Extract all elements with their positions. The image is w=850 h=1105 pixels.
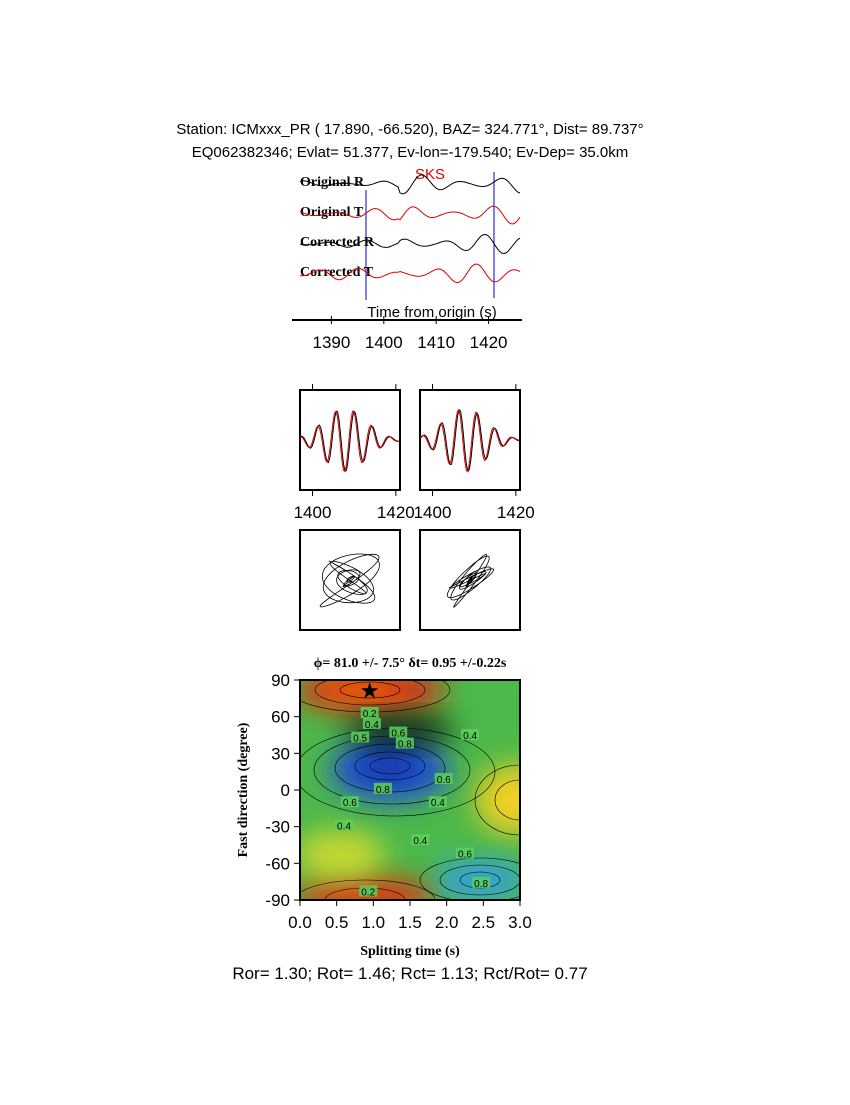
contour-label-box (395, 737, 414, 749)
contour-label-box (351, 731, 370, 743)
panel-frame (299, 389, 401, 491)
x-tick-label: 1420 (497, 503, 535, 522)
x-axis-label: Splitting time (s) (360, 944, 460, 959)
contour-label-box (335, 819, 353, 831)
y-tick-label: -90 (265, 891, 290, 910)
x-tick-label: 1410 (417, 333, 455, 352)
waveform (299, 205, 521, 225)
misfit-surface (300, 680, 520, 900)
phase-label: SKS (415, 166, 445, 183)
x-tick-label: 0.0 (288, 913, 312, 932)
waveform (299, 174, 521, 195)
header-line: Station: ICMxxx_PR ( 17.890, -66.520), B… (176, 121, 643, 138)
waveform (299, 233, 521, 255)
x-tick-label: 1400 (294, 503, 332, 522)
x-tick-label: 2.5 (472, 913, 496, 932)
y-tick-label: 0 (281, 781, 290, 800)
contour-label: 0.2 (361, 887, 375, 898)
contour-label: 0.5 (353, 733, 367, 744)
y-tick-label: 60 (271, 708, 290, 727)
contour-label: 0.6 (437, 775, 451, 786)
contour-label-box (456, 847, 474, 859)
contour-label: 0.4 (337, 821, 351, 832)
best-fit-star (361, 682, 379, 699)
particle-motion (446, 554, 495, 608)
y-tick-label: 30 (271, 744, 290, 763)
contour-label: 0.6 (458, 850, 472, 861)
contour-label: 0.8 (474, 879, 488, 890)
contour-label: 0.4 (365, 720, 379, 731)
x-tick-label: 1390 (313, 333, 351, 352)
contour-label: 0.8 (376, 785, 390, 796)
contour-label-box (389, 726, 408, 738)
grid-title: ϕ= 81.0 +/- 7.5° δt= 0.95 +/-0.22s (314, 656, 507, 671)
contour-label-box (362, 718, 381, 729)
contour-label: 0.4 (463, 731, 477, 742)
y-axis-label: Fast direction (degree) (236, 722, 251, 857)
x-axis-label: Time from origin (s) (367, 304, 496, 321)
contour-label: 0.6 (343, 798, 357, 809)
x-tick-label: 1420 (377, 503, 415, 522)
x-tick-label: 1.5 (398, 913, 422, 932)
y-tick-label: -60 (265, 854, 290, 873)
contour-label: 0.2 (363, 709, 377, 720)
x-tick-label: 1420 (470, 333, 508, 352)
particle-motion (319, 553, 380, 608)
x-tick-label: 1400 (414, 503, 452, 522)
x-tick-label: 2.0 (435, 913, 459, 932)
panel-frame (419, 389, 521, 491)
header-line: EQ062382346; Evlat= 51.377, Ev-lon=-179.… (192, 144, 629, 161)
contour-label-box (340, 796, 359, 808)
contour-label-box (411, 834, 430, 846)
waveform (299, 410, 399, 473)
contour-label-box (359, 885, 378, 897)
panel-frame (419, 529, 521, 631)
x-tick-label: 3.0 (508, 913, 532, 932)
contour-label-box (461, 729, 480, 740)
contour-label: 0.4 (413, 836, 427, 847)
contour-label-box (428, 796, 447, 808)
contour-label-box (373, 782, 392, 794)
footer: Ror= 1.30; Rot= 1.46; Rct= 1.13; Rct/Rot… (232, 964, 587, 983)
contour-label-box (360, 707, 379, 718)
waveform (419, 409, 520, 472)
trace-label: Corrected R (300, 235, 375, 250)
x-tick-label: 1.0 (362, 913, 386, 932)
y-tick-label: 90 (271, 671, 290, 690)
y-tick-label: -30 (265, 818, 290, 837)
contour-label-box (434, 773, 453, 784)
waveform (300, 263, 521, 284)
x-tick-label: 1400 (365, 333, 403, 352)
contour-label-box (472, 876, 491, 888)
trace-label: Original R (300, 175, 365, 190)
waveform (299, 410, 400, 473)
panel-frame (299, 529, 401, 631)
x-tick-label: 0.5 (325, 913, 349, 932)
contour-label: 0.4 (431, 798, 445, 809)
waveform (419, 408, 520, 473)
contour-label: 0.6 (391, 729, 405, 740)
trace-label: Corrected T (300, 265, 374, 280)
contour-label: 0.8 (398, 740, 412, 751)
